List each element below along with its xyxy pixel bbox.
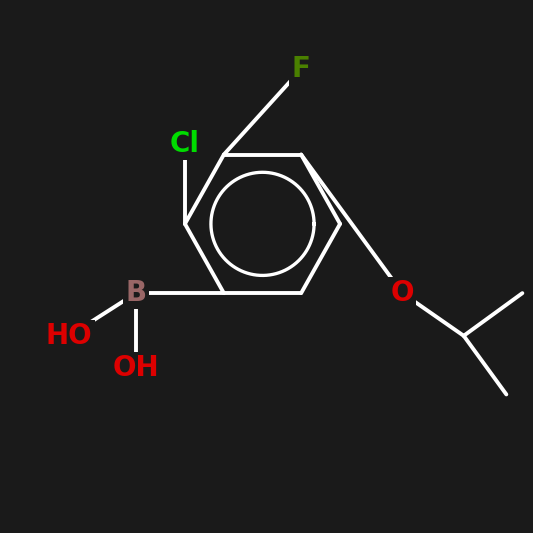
Text: B: B bbox=[125, 279, 147, 307]
Text: F: F bbox=[292, 55, 311, 83]
Text: O: O bbox=[391, 279, 414, 307]
Text: OH: OH bbox=[112, 354, 159, 382]
Text: Cl: Cl bbox=[170, 130, 200, 158]
Text: HO: HO bbox=[46, 322, 93, 350]
